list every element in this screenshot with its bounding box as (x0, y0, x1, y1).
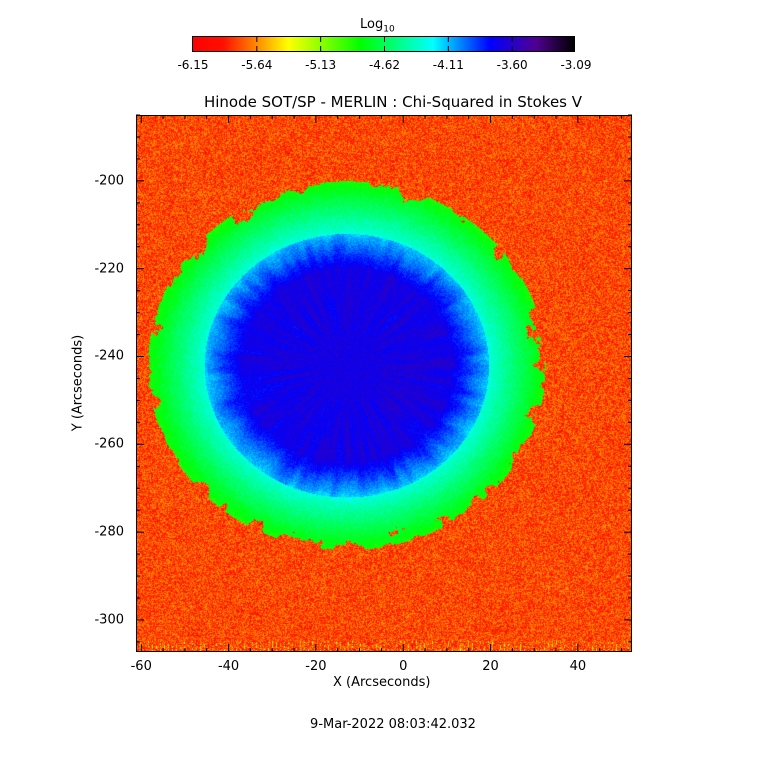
y-tick-label: -280 (84, 525, 124, 540)
x-tick-label: 40 (570, 659, 587, 674)
x-axis-label: X (Arcseconds) (333, 675, 430, 690)
x-tick-label: -20 (305, 659, 326, 674)
y-tick-label: -220 (84, 261, 124, 276)
x-tick-label: 0 (399, 659, 407, 674)
y-tick-label: -300 (84, 612, 124, 627)
axis-ticks (0, 0, 766, 768)
x-tick-label: -60 (131, 659, 152, 674)
x-tick-label: 20 (482, 659, 499, 674)
timestamp: 9-Mar-2022 08:03:42.032 (0, 717, 766, 732)
y-tick-label: -240 (84, 349, 124, 364)
x-tick-label: -40 (218, 659, 239, 674)
y-tick-label: -200 (84, 173, 124, 188)
y-tick-label: -260 (84, 437, 124, 452)
y-axis-label: Y (Arcseconds) (71, 335, 86, 431)
